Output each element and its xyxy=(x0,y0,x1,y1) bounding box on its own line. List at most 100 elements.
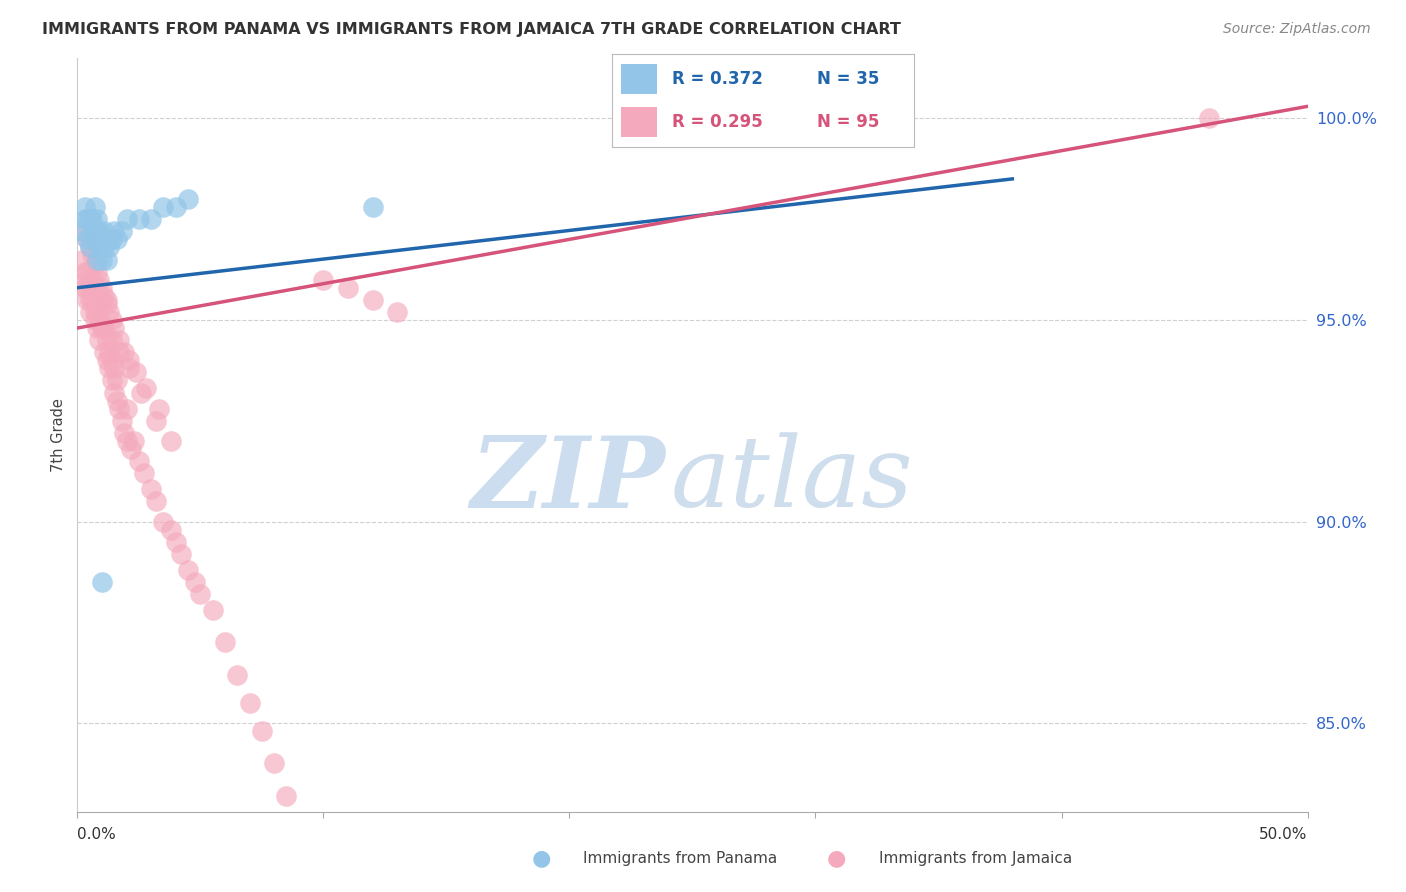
Point xyxy=(89,224,111,238)
Point xyxy=(76,264,98,278)
Point xyxy=(1198,112,1220,126)
Point xyxy=(73,264,96,278)
Point xyxy=(288,817,311,831)
Point xyxy=(250,724,273,739)
Point xyxy=(105,232,128,246)
Point xyxy=(82,293,104,307)
Point xyxy=(86,232,108,246)
Point xyxy=(201,603,224,617)
Point xyxy=(79,240,101,254)
Point xyxy=(89,240,111,254)
Point xyxy=(115,401,138,416)
Point xyxy=(90,321,114,335)
Point xyxy=(98,345,121,359)
Point xyxy=(152,515,174,529)
Point xyxy=(337,281,360,295)
Point xyxy=(83,305,105,319)
Point xyxy=(101,313,124,327)
Point xyxy=(83,256,105,270)
Point xyxy=(111,224,132,238)
Point xyxy=(96,353,118,368)
Point xyxy=(103,321,125,335)
Point xyxy=(226,667,249,681)
Point xyxy=(93,345,115,359)
Point xyxy=(82,248,104,262)
Point xyxy=(108,345,131,359)
Point xyxy=(118,361,141,376)
Point xyxy=(83,293,105,307)
Point xyxy=(184,574,207,589)
Point xyxy=(89,273,111,287)
Point xyxy=(93,321,115,335)
Point xyxy=(103,224,125,238)
Point xyxy=(73,281,96,295)
Point xyxy=(115,212,138,227)
Point xyxy=(96,333,118,347)
Point xyxy=(165,200,187,214)
Point xyxy=(86,252,108,267)
Text: atlas: atlas xyxy=(671,433,912,528)
Point xyxy=(141,483,163,497)
Text: Immigrants from Panama: Immigrants from Panama xyxy=(583,851,778,865)
Text: ZIP: ZIP xyxy=(471,432,665,528)
Point xyxy=(98,361,121,376)
Point xyxy=(263,756,285,771)
Point xyxy=(76,232,98,246)
Point xyxy=(89,313,111,327)
Text: 50.0%: 50.0% xyxy=(1260,827,1308,841)
Point xyxy=(83,224,105,238)
Point xyxy=(101,232,124,246)
Point xyxy=(387,305,409,319)
Point xyxy=(90,574,114,589)
Point xyxy=(82,273,104,287)
Point xyxy=(98,305,121,319)
Point xyxy=(83,313,105,327)
Point xyxy=(111,414,132,428)
Point xyxy=(73,200,96,214)
Point xyxy=(312,273,335,287)
Point xyxy=(101,373,124,387)
Point xyxy=(145,414,167,428)
Point xyxy=(101,353,124,368)
Point xyxy=(125,365,148,379)
Point xyxy=(73,212,96,227)
Text: Immigrants from Jamaica: Immigrants from Jamaica xyxy=(879,851,1071,865)
Point xyxy=(101,333,124,347)
Point xyxy=(145,494,167,508)
Point xyxy=(148,401,170,416)
Point xyxy=(86,305,108,319)
Point xyxy=(135,382,157,396)
Point xyxy=(160,434,183,448)
Point xyxy=(177,192,200,206)
Text: ●: ● xyxy=(531,848,551,868)
Point xyxy=(96,293,118,307)
Point xyxy=(105,373,128,387)
Point xyxy=(79,293,101,307)
Point xyxy=(118,353,141,368)
Point xyxy=(152,200,174,214)
Point xyxy=(165,534,187,549)
Point xyxy=(89,313,111,327)
Text: Source: ZipAtlas.com: Source: ZipAtlas.com xyxy=(1223,22,1371,37)
Point xyxy=(160,523,183,537)
Point xyxy=(128,212,150,227)
Point xyxy=(90,232,114,246)
Point xyxy=(108,401,131,416)
Point xyxy=(121,442,143,456)
Point xyxy=(76,293,98,307)
Point xyxy=(86,212,108,227)
Point xyxy=(112,425,135,440)
Point xyxy=(122,434,145,448)
Point xyxy=(105,393,128,408)
Point xyxy=(73,224,96,238)
Y-axis label: 7th Grade: 7th Grade xyxy=(51,398,66,472)
Point xyxy=(70,224,93,238)
Point xyxy=(93,224,115,238)
Text: R = 0.295: R = 0.295 xyxy=(672,113,763,131)
Point xyxy=(361,200,384,214)
Point xyxy=(82,273,104,287)
Point xyxy=(112,345,135,359)
Point xyxy=(76,212,98,227)
Point xyxy=(90,293,114,307)
Text: ●: ● xyxy=(827,848,846,868)
